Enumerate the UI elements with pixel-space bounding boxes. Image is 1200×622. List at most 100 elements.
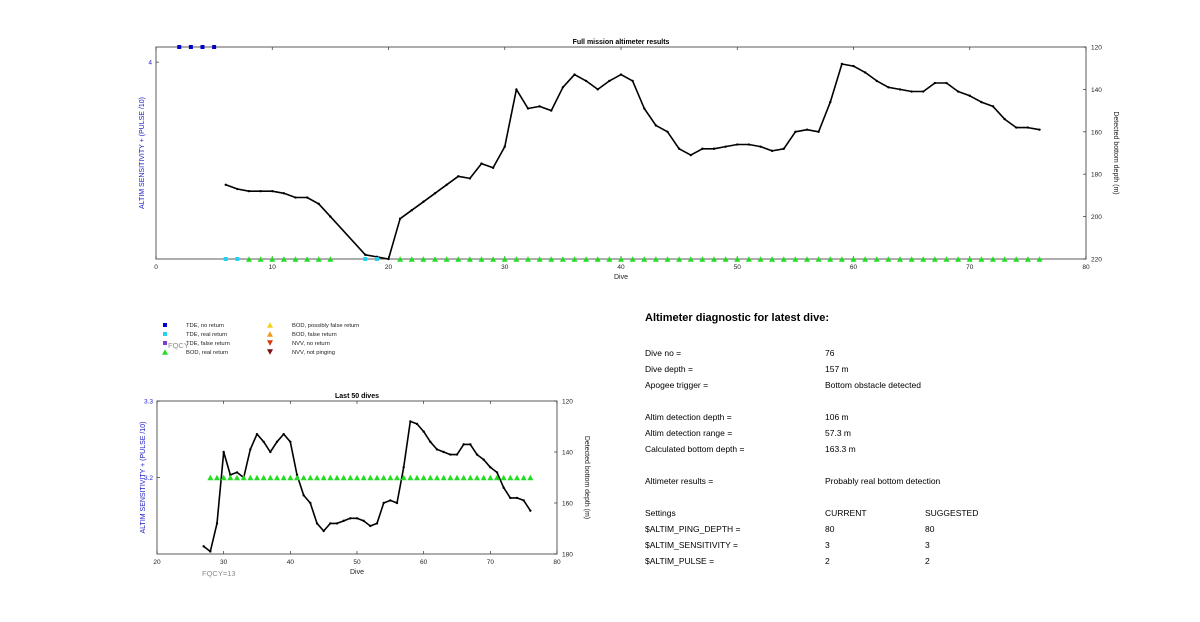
diagnostic-label: Calculated bottom depth = xyxy=(645,444,745,454)
diagnostic-value: 106 m xyxy=(825,412,849,422)
marker-bod-real-return xyxy=(443,256,450,262)
bottom-depth-point xyxy=(654,124,658,127)
x-tick-label: 50 xyxy=(353,559,361,566)
marker-bod-real-return xyxy=(327,474,334,481)
legend-label: TDE, real return xyxy=(186,332,227,338)
bottom-depth-point xyxy=(247,189,251,193)
setting-suggested: 2 xyxy=(925,556,930,566)
bottom-depth-point xyxy=(887,86,890,89)
bottom-depth-point xyxy=(736,143,739,146)
marker-bod-real-return xyxy=(420,256,427,262)
y-right-tick-label: 220 xyxy=(1091,257,1102,264)
marker-tde-real-return xyxy=(235,257,240,261)
marker-bod-real-return xyxy=(978,256,985,262)
bottom-depth-point xyxy=(495,471,499,474)
marker-bod-real-return xyxy=(571,256,578,262)
bottom-depth-point xyxy=(349,517,352,520)
bottom-depth-point xyxy=(561,86,565,89)
bottom-depth-point xyxy=(202,545,205,548)
marker-bod-real-return xyxy=(427,474,434,481)
bottom-depth-point xyxy=(402,466,405,469)
diagnostic-label: Dive no = xyxy=(645,348,682,358)
bottom-depth-point xyxy=(759,145,762,148)
marker-bod-real-return xyxy=(513,256,520,262)
y-right-tick-label: 120 xyxy=(1091,45,1102,52)
marker-bod-real-return xyxy=(432,256,438,262)
bottom-depth-point xyxy=(362,519,365,523)
marker-bod-real-return xyxy=(862,256,869,262)
diagnostic-label: Apogee trigger = xyxy=(645,380,709,390)
marker-bod-real-return xyxy=(827,256,834,262)
bottom-depth-point xyxy=(289,440,292,443)
marker-bod-real-return xyxy=(500,474,507,481)
bottom-depth-point xyxy=(236,187,239,191)
bottom-depth-point xyxy=(259,189,262,193)
plot-area xyxy=(155,46,1087,260)
marker-bod-real-return xyxy=(315,256,322,262)
y-left-axis-label: ALTIM SENSITIVITY + (PULSE /10) xyxy=(139,97,146,209)
bottom-depth-point xyxy=(209,550,212,553)
x-tick-label: 50 xyxy=(734,264,742,271)
marker-bod-real-return xyxy=(380,474,387,481)
bottom-depth-point xyxy=(1015,126,1018,129)
bottom-depth-point xyxy=(503,145,506,148)
legend-label: BOD, real return xyxy=(186,350,228,356)
x-tick-label: 10 xyxy=(269,264,277,271)
marker-tde-real-return xyxy=(363,257,368,261)
marker-bod-real-return xyxy=(792,256,799,262)
x-tick-label: 40 xyxy=(287,559,295,566)
marker-bod-real-return xyxy=(815,256,822,262)
marker-bod-real-return xyxy=(990,256,996,262)
marker-bod-real-return xyxy=(1036,256,1043,262)
x-tick-label: 70 xyxy=(966,264,974,271)
bottom-depth-point xyxy=(410,209,413,212)
bottom-depth-point xyxy=(382,501,385,505)
bottom-depth-point xyxy=(817,130,820,133)
marker-bod-real-return xyxy=(687,256,694,262)
marker-bod-real-return xyxy=(652,256,659,262)
marker-bod-real-return xyxy=(850,256,857,262)
bottom-depth-point xyxy=(608,79,611,83)
bottom-depth-point xyxy=(462,443,465,446)
marker-bod-real-return xyxy=(269,256,276,262)
bottom-depth-point xyxy=(482,458,485,461)
marker-bod-real-return xyxy=(434,474,440,481)
bottom-depth-point xyxy=(956,90,960,93)
marker-bod-real-return xyxy=(307,474,314,481)
bottom-depth-point xyxy=(747,143,751,146)
bottom-depth-point xyxy=(573,73,576,76)
setting-current: 80 xyxy=(825,524,835,534)
bottom-depth-point xyxy=(302,494,305,497)
x-tick-label: 0 xyxy=(154,264,158,271)
marker-bod-real-return xyxy=(525,256,531,262)
diagnostic-label: Altim detection range = xyxy=(645,428,733,438)
bottom-depth-point xyxy=(255,432,259,436)
marker-bod-real-return xyxy=(931,256,938,262)
settings-header-suggested: SUGGESTED xyxy=(925,508,979,518)
marker-bod-real-return xyxy=(447,474,454,481)
marker-bod-real-return xyxy=(420,474,427,481)
marker-bod-real-return xyxy=(885,256,892,262)
marker-bod-real-return xyxy=(304,256,311,262)
bottom-depth-point xyxy=(309,501,312,505)
marker-bod-real-return xyxy=(920,256,927,262)
marker-bod-real-return xyxy=(214,474,220,481)
marker-bod-real-return xyxy=(234,474,240,481)
marker-bod-real-return xyxy=(507,474,514,481)
x-tick-label: 30 xyxy=(501,264,509,271)
settings-header-current: CURRENT xyxy=(825,508,867,518)
marker-bod-real-return xyxy=(247,474,254,481)
diagnostic-label: Altim detection depth = xyxy=(645,412,732,422)
x-tick-label: 60 xyxy=(850,264,858,271)
bottom-depth-point xyxy=(335,522,339,525)
marker-bod-real-return xyxy=(394,474,400,481)
marker-bod-real-return xyxy=(520,474,527,481)
marker-bod-real-return xyxy=(347,474,354,481)
bottom-depth-point xyxy=(422,430,425,433)
bottom-depth-point xyxy=(515,496,519,500)
y-left-axis-label: ALTIM SENSITIVITY + (PULSE /10) xyxy=(140,422,147,534)
marker-bod-real-return xyxy=(455,256,462,262)
bottom-depth-line xyxy=(225,63,1040,260)
marker-bod-real-return xyxy=(440,474,447,481)
setting-name: $ALTIM_PULSE = xyxy=(645,556,715,566)
